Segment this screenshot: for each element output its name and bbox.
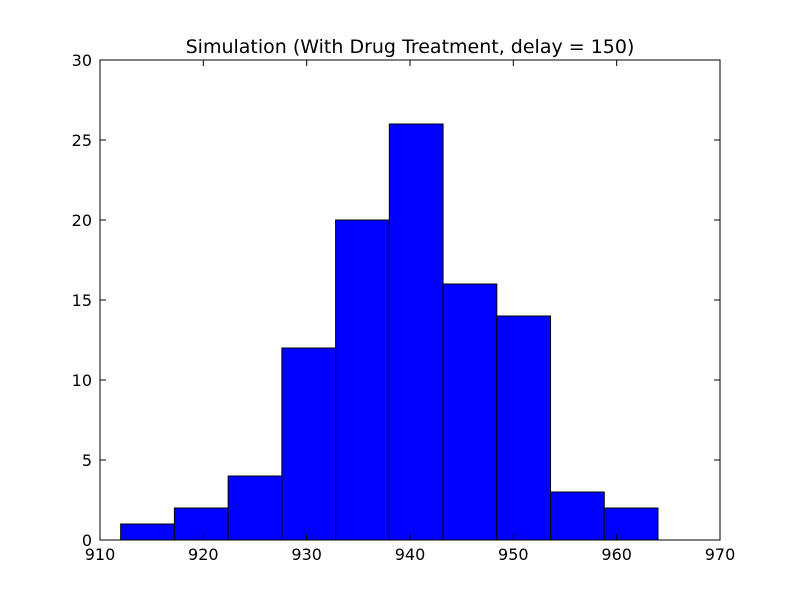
- bar-8: [550, 491, 605, 541]
- y-tick-label-4: 20: [72, 211, 92, 230]
- bar-6: [442, 283, 498, 541]
- tick-labels-group: 910 920 930 940 950 960 970 0 5 10 15 20 25 30: [72, 51, 736, 564]
- bar-7: [496, 315, 552, 541]
- x-tick-label-3: 940: [395, 545, 426, 564]
- bar-2: [227, 475, 283, 541]
- y-tick-label-0: 0: [82, 531, 92, 550]
- y-tick-label-5: 25: [72, 131, 92, 150]
- bar-1: [173, 507, 229, 541]
- x-tick-label-6: 970: [705, 545, 736, 564]
- x-tick-label-2: 930: [291, 545, 322, 564]
- y-tick-label-3: 15: [72, 291, 92, 310]
- x-tick-label-4: 950: [498, 545, 529, 564]
- chart-title: Simulation (With Drug Treatment, delay =…: [186, 36, 635, 58]
- bar-0: [120, 523, 175, 541]
- plot-frame: [99, 59, 721, 541]
- bar-3: [281, 347, 337, 541]
- x-tick-label-0: 910: [85, 545, 116, 564]
- bars-group: [120, 123, 659, 541]
- y-tick-label-1: 5: [82, 451, 92, 470]
- x-tick-label-1: 920: [188, 545, 219, 564]
- bar-5: [388, 123, 444, 541]
- bar-9: [603, 507, 659, 541]
- y-tick-label-2: 10: [72, 371, 92, 390]
- x-tick-label-5: 960: [601, 545, 632, 564]
- bar-4: [335, 219, 390, 541]
- y-tick-label-6: 30: [72, 51, 92, 70]
